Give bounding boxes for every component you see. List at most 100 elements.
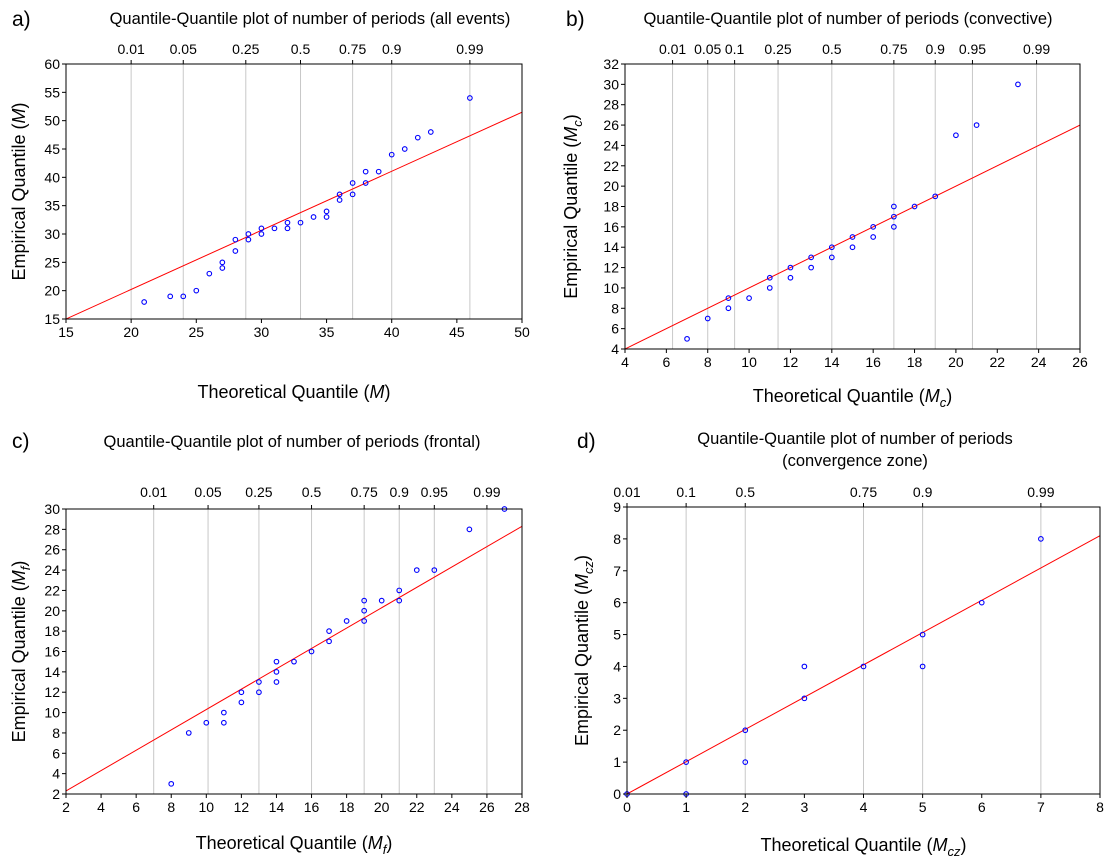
- data-point: [349, 191, 356, 198]
- probability-tick-label: 0.5: [736, 484, 756, 500]
- data-point: [361, 607, 368, 614]
- y-tick-label: 4: [611, 341, 619, 357]
- data-point: [427, 129, 434, 135]
- data-point: [787, 274, 794, 281]
- y-axis-label-text: Empirical Quantile (: [572, 589, 592, 746]
- y-tick-label: 16: [603, 219, 619, 235]
- x-tick-label: 35: [319, 324, 335, 340]
- x-tick-label: 14: [269, 799, 285, 815]
- data-point: [919, 663, 926, 670]
- probability-tick-label: 0.25: [764, 41, 791, 57]
- data-point: [978, 599, 985, 606]
- probability-tick-label: 0.1: [676, 484, 696, 500]
- x-axis-variable: M: [368, 833, 383, 853]
- x-axis-close-paren: ): [386, 833, 392, 853]
- data-point: [219, 265, 226, 271]
- data-point: [297, 219, 304, 226]
- data-point: [375, 168, 382, 175]
- y-axis-subscript: f: [18, 565, 33, 570]
- x-tick-label: 45: [449, 324, 465, 340]
- y-axis-close-paren: ): [561, 114, 581, 120]
- x-tick-label: 16: [304, 799, 320, 815]
- data-point: [725, 305, 732, 312]
- x-axis-close-paren: ): [385, 382, 391, 402]
- x-tick-label: 20: [374, 799, 390, 815]
- probability-tick-label: 0.05: [194, 484, 221, 500]
- y-tick-label: 1: [613, 754, 621, 770]
- data-point: [308, 648, 315, 655]
- x-tick-label: 20: [123, 324, 139, 340]
- probability-tick-label: 0.99: [456, 41, 483, 57]
- x-tick-label: 8: [167, 799, 175, 815]
- x-tick-label: 22: [989, 354, 1005, 370]
- data-point: [766, 285, 773, 291]
- x-tick-label: 3: [800, 799, 808, 815]
- data-point: [766, 274, 773, 281]
- x-tick-label: 2: [62, 799, 70, 815]
- probability-tick-label: 0.01: [659, 41, 686, 57]
- x-tick-label: 10: [741, 354, 757, 370]
- fit-line: [625, 124, 1080, 349]
- data-point: [141, 299, 148, 305]
- y-tick-label: 28: [603, 97, 619, 113]
- x-axis-variable: M: [370, 382, 385, 402]
- x-tick-label: 0: [623, 799, 631, 815]
- data-point: [245, 231, 252, 237]
- data-point: [787, 264, 794, 271]
- data-point: [336, 197, 343, 203]
- x-axis-subscript: c: [940, 395, 947, 410]
- y-tick-label: 3: [613, 690, 621, 706]
- y-tick-label: 32: [603, 56, 619, 72]
- y-tick-label: 2: [613, 722, 621, 738]
- probability-tick-label: 0.25: [245, 484, 272, 500]
- data-point: [828, 254, 835, 261]
- data-point: [870, 224, 877, 230]
- y-tick-label: 20: [44, 283, 60, 299]
- x-tick-label: 4: [860, 799, 868, 815]
- panel-letter: d): [577, 430, 596, 453]
- x-tick-label: 4: [97, 799, 105, 815]
- y-tick-label: 8: [611, 300, 619, 316]
- y-axis-variable: M: [9, 108, 29, 123]
- y-axis-label-text: Empirical Quantile (: [9, 585, 29, 742]
- data-point: [291, 658, 297, 665]
- data-point: [466, 526, 473, 533]
- data-point: [185, 730, 192, 736]
- data-point: [336, 191, 343, 198]
- y-axis-label-text: Empirical Quantile (: [9, 123, 29, 280]
- x-tick-label: 2: [741, 799, 749, 815]
- probability-tick-label: 0.9: [925, 41, 945, 57]
- y-axis-variable: M: [572, 574, 592, 589]
- data-point: [860, 663, 867, 670]
- data-point: [349, 180, 356, 186]
- x-axis-label: Theoretical Quantile (Mcz): [760, 835, 966, 858]
- y-axis-close-paren: ): [9, 561, 29, 567]
- y-tick-label: 7: [613, 563, 621, 579]
- x-axis-close-paren: ): [961, 835, 967, 855]
- chart-title: Quantile-Quantile plot of number of peri…: [110, 10, 511, 28]
- data-point: [271, 225, 278, 232]
- x-axis-label: Theoretical Quantile (Mf): [196, 833, 393, 857]
- probability-tick-label: 0.99: [1027, 484, 1054, 500]
- data-point: [245, 236, 252, 243]
- x-tick-label: 30: [254, 324, 270, 340]
- x-axis-close-paren: ): [946, 386, 952, 406]
- data-point: [684, 335, 690, 342]
- y-tick-label: 6: [52, 745, 60, 761]
- y-axis-subscript: cz: [581, 560, 596, 574]
- y-tick-label: 25: [44, 254, 60, 270]
- y-tick-label: 20: [603, 178, 619, 194]
- y-tick-label: 8: [52, 725, 60, 741]
- data-point: [467, 95, 473, 101]
- data-point: [828, 244, 835, 251]
- x-tick-label: 10: [199, 799, 215, 815]
- data-point: [431, 567, 438, 573]
- data-point: [849, 244, 856, 251]
- data-point: [323, 214, 330, 220]
- y-tick-label: 6: [613, 595, 621, 611]
- y-tick-label: 20: [44, 603, 60, 619]
- y-tick-label: 50: [44, 113, 60, 129]
- y-axis-variable: M: [561, 127, 581, 142]
- data-point: [396, 587, 403, 594]
- y-tick-label: 45: [44, 141, 60, 157]
